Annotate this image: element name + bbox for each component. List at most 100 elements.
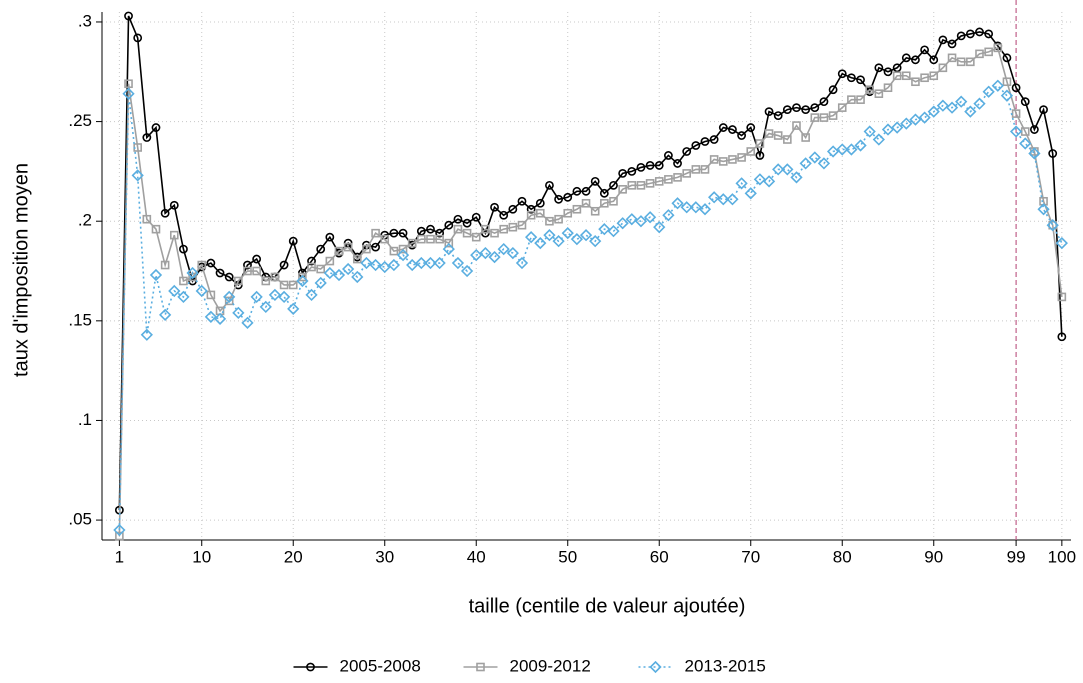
marker xyxy=(609,196,618,206)
x-tick-label: 80 xyxy=(833,547,852,566)
x-axis-label: taille (centile de valeur ajoutée) xyxy=(469,595,746,617)
marker xyxy=(819,97,829,107)
marker xyxy=(945,101,959,114)
marker xyxy=(1039,105,1048,115)
marker xyxy=(717,193,730,206)
marker xyxy=(451,256,465,270)
marker xyxy=(342,262,355,276)
marker xyxy=(371,228,380,238)
marker xyxy=(773,131,783,140)
marker xyxy=(554,194,563,204)
marker xyxy=(131,169,144,182)
y-tick-label: .25 xyxy=(68,111,92,130)
marker xyxy=(856,75,865,85)
marker xyxy=(168,284,181,298)
marker xyxy=(497,242,510,256)
marker xyxy=(1020,97,1030,107)
marker xyxy=(991,79,1004,92)
marker xyxy=(113,523,126,537)
marker xyxy=(224,296,234,306)
marker xyxy=(984,29,994,39)
marker xyxy=(369,258,382,272)
marker xyxy=(433,256,446,270)
marker xyxy=(288,280,298,290)
marker xyxy=(232,306,245,319)
marker xyxy=(993,43,1003,53)
marker xyxy=(718,123,728,132)
marker xyxy=(708,191,721,204)
marker xyxy=(296,274,309,288)
marker xyxy=(783,135,792,144)
marker xyxy=(643,211,657,224)
marker xyxy=(279,280,289,290)
marker xyxy=(1037,203,1050,216)
marker xyxy=(499,210,509,220)
marker xyxy=(874,89,884,98)
marker xyxy=(277,290,291,304)
marker xyxy=(744,187,757,200)
marker xyxy=(224,272,234,282)
legend-label: 2013-2015 xyxy=(685,656,766,675)
marker xyxy=(929,71,939,81)
marker xyxy=(115,531,124,541)
marker xyxy=(955,95,968,108)
marker xyxy=(223,290,236,304)
marker xyxy=(1029,125,1039,134)
marker xyxy=(753,173,767,186)
marker xyxy=(206,258,216,268)
marker xyxy=(929,55,939,65)
marker xyxy=(206,290,216,300)
marker xyxy=(700,137,710,146)
marker xyxy=(836,143,849,156)
marker xyxy=(645,179,655,188)
marker xyxy=(920,73,929,83)
marker xyxy=(947,39,957,49)
marker xyxy=(965,29,975,39)
marker xyxy=(124,79,133,89)
marker xyxy=(261,276,271,286)
marker xyxy=(499,224,508,234)
marker xyxy=(371,242,380,252)
marker xyxy=(927,105,940,118)
marker xyxy=(1028,147,1041,160)
marker xyxy=(956,57,966,67)
marker xyxy=(179,276,188,286)
marker xyxy=(515,256,529,270)
marker xyxy=(911,55,920,65)
marker xyxy=(709,155,719,164)
marker xyxy=(636,181,646,190)
x-tick-label: 99 xyxy=(1007,547,1026,566)
y-tick-label: .1 xyxy=(78,410,92,429)
marker xyxy=(837,103,847,112)
x-tick-label: 10 xyxy=(192,547,211,566)
marker xyxy=(314,276,327,290)
marker xyxy=(426,234,435,244)
marker xyxy=(975,49,984,59)
marker xyxy=(616,217,629,230)
marker xyxy=(773,111,783,121)
marker xyxy=(737,153,746,162)
marker xyxy=(790,171,803,184)
series-line xyxy=(118,15,1063,511)
series-line xyxy=(118,46,1063,537)
marker xyxy=(1002,53,1012,63)
marker xyxy=(259,300,272,314)
marker xyxy=(215,268,225,278)
marker xyxy=(1057,292,1067,302)
marker xyxy=(883,83,893,93)
marker xyxy=(476,662,485,672)
marker xyxy=(938,63,948,73)
marker xyxy=(195,284,208,298)
marker xyxy=(1048,149,1058,158)
marker xyxy=(817,157,831,170)
marker xyxy=(1048,220,1057,230)
marker xyxy=(490,202,499,212)
marker xyxy=(287,302,300,316)
marker xyxy=(398,244,408,254)
marker xyxy=(177,290,190,304)
marker xyxy=(920,45,929,55)
marker xyxy=(534,236,547,250)
marker xyxy=(883,67,893,77)
